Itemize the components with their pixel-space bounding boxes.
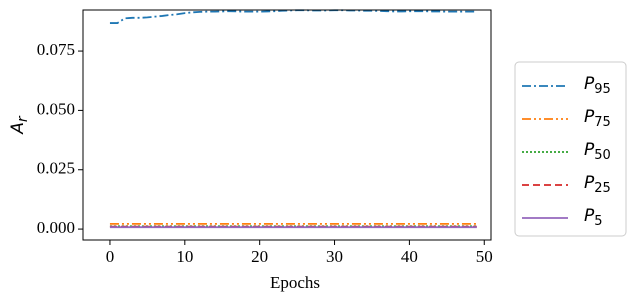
y-axis-label: Ar: [8, 115, 31, 135]
x-tick-label: 50: [476, 247, 493, 266]
legend-label: P25: [584, 173, 611, 196]
x-tick-label: 30: [326, 247, 343, 266]
x-axis-label: Epochs: [270, 273, 320, 292]
legend-box: [514, 61, 627, 237]
legend-label: P75: [584, 107, 611, 130]
legend-label: P50: [584, 140, 611, 163]
y-tick-label: 0.050: [37, 99, 75, 118]
plot-frame: [82, 9, 492, 241]
x-tick-label: 20: [251, 247, 268, 266]
x-tick-label: 0: [106, 247, 115, 266]
series-line: [109, 9, 477, 24]
y-tick-label: 0.000: [37, 218, 75, 237]
legend-label: P95: [584, 74, 611, 97]
legend-label: P5: [584, 206, 603, 229]
x-tick-label: 10: [176, 247, 193, 266]
y-tick-label: 0.025: [37, 159, 75, 178]
y-tick-label: 0.075: [37, 40, 75, 59]
x-tick-label: 40: [401, 247, 418, 266]
